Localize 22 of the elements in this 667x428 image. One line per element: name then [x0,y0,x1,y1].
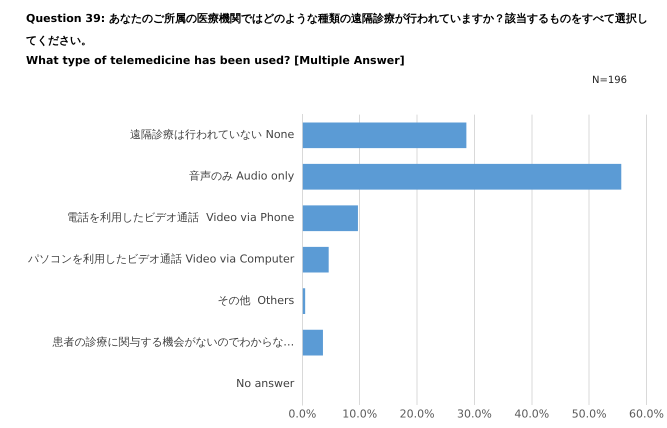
y-tick-label: 患者の診療に関与する機会がないのでわからな… [51,335,294,348]
y-tick-label: その他 Others [217,294,295,308]
x-tick-label: 20.0% [400,407,435,420]
x-tick-label: 0.0% [288,407,316,420]
bar [302,330,323,356]
y-tick-label: 電話を利用したビデオ通話 Video via Phone [67,211,295,224]
chart-title: Question 39: あなたのご所属の医療機関ではどのような種類の遠隔診療が行われていますか？該当するものをすべて選択してください。 [26,11,649,49]
chart-subtitle: What type of telemedicine has been used? [Multiple Answer] [26,54,405,67]
x-tick-label: 60.0% [629,407,664,420]
bar [302,246,329,273]
x-tick-label: 50.0% [572,407,607,420]
y-tick-label: 音声のみ Audio only [188,170,295,183]
x-tick-label: 30.0% [456,407,492,420]
bar [302,164,622,190]
bar [302,205,358,232]
x-tick-label: 40.0% [514,407,550,420]
text: N=196 [592,75,627,86]
y-tick-label: パソコンを利用したビデオ通話 Video via Computer [26,252,295,266]
bar [302,122,466,148]
y-tick-label: No answer [236,376,295,390]
x-tick-label: 10.0% [342,407,378,420]
y-tick-label: 遠隔診療は行われていない None [130,128,295,142]
